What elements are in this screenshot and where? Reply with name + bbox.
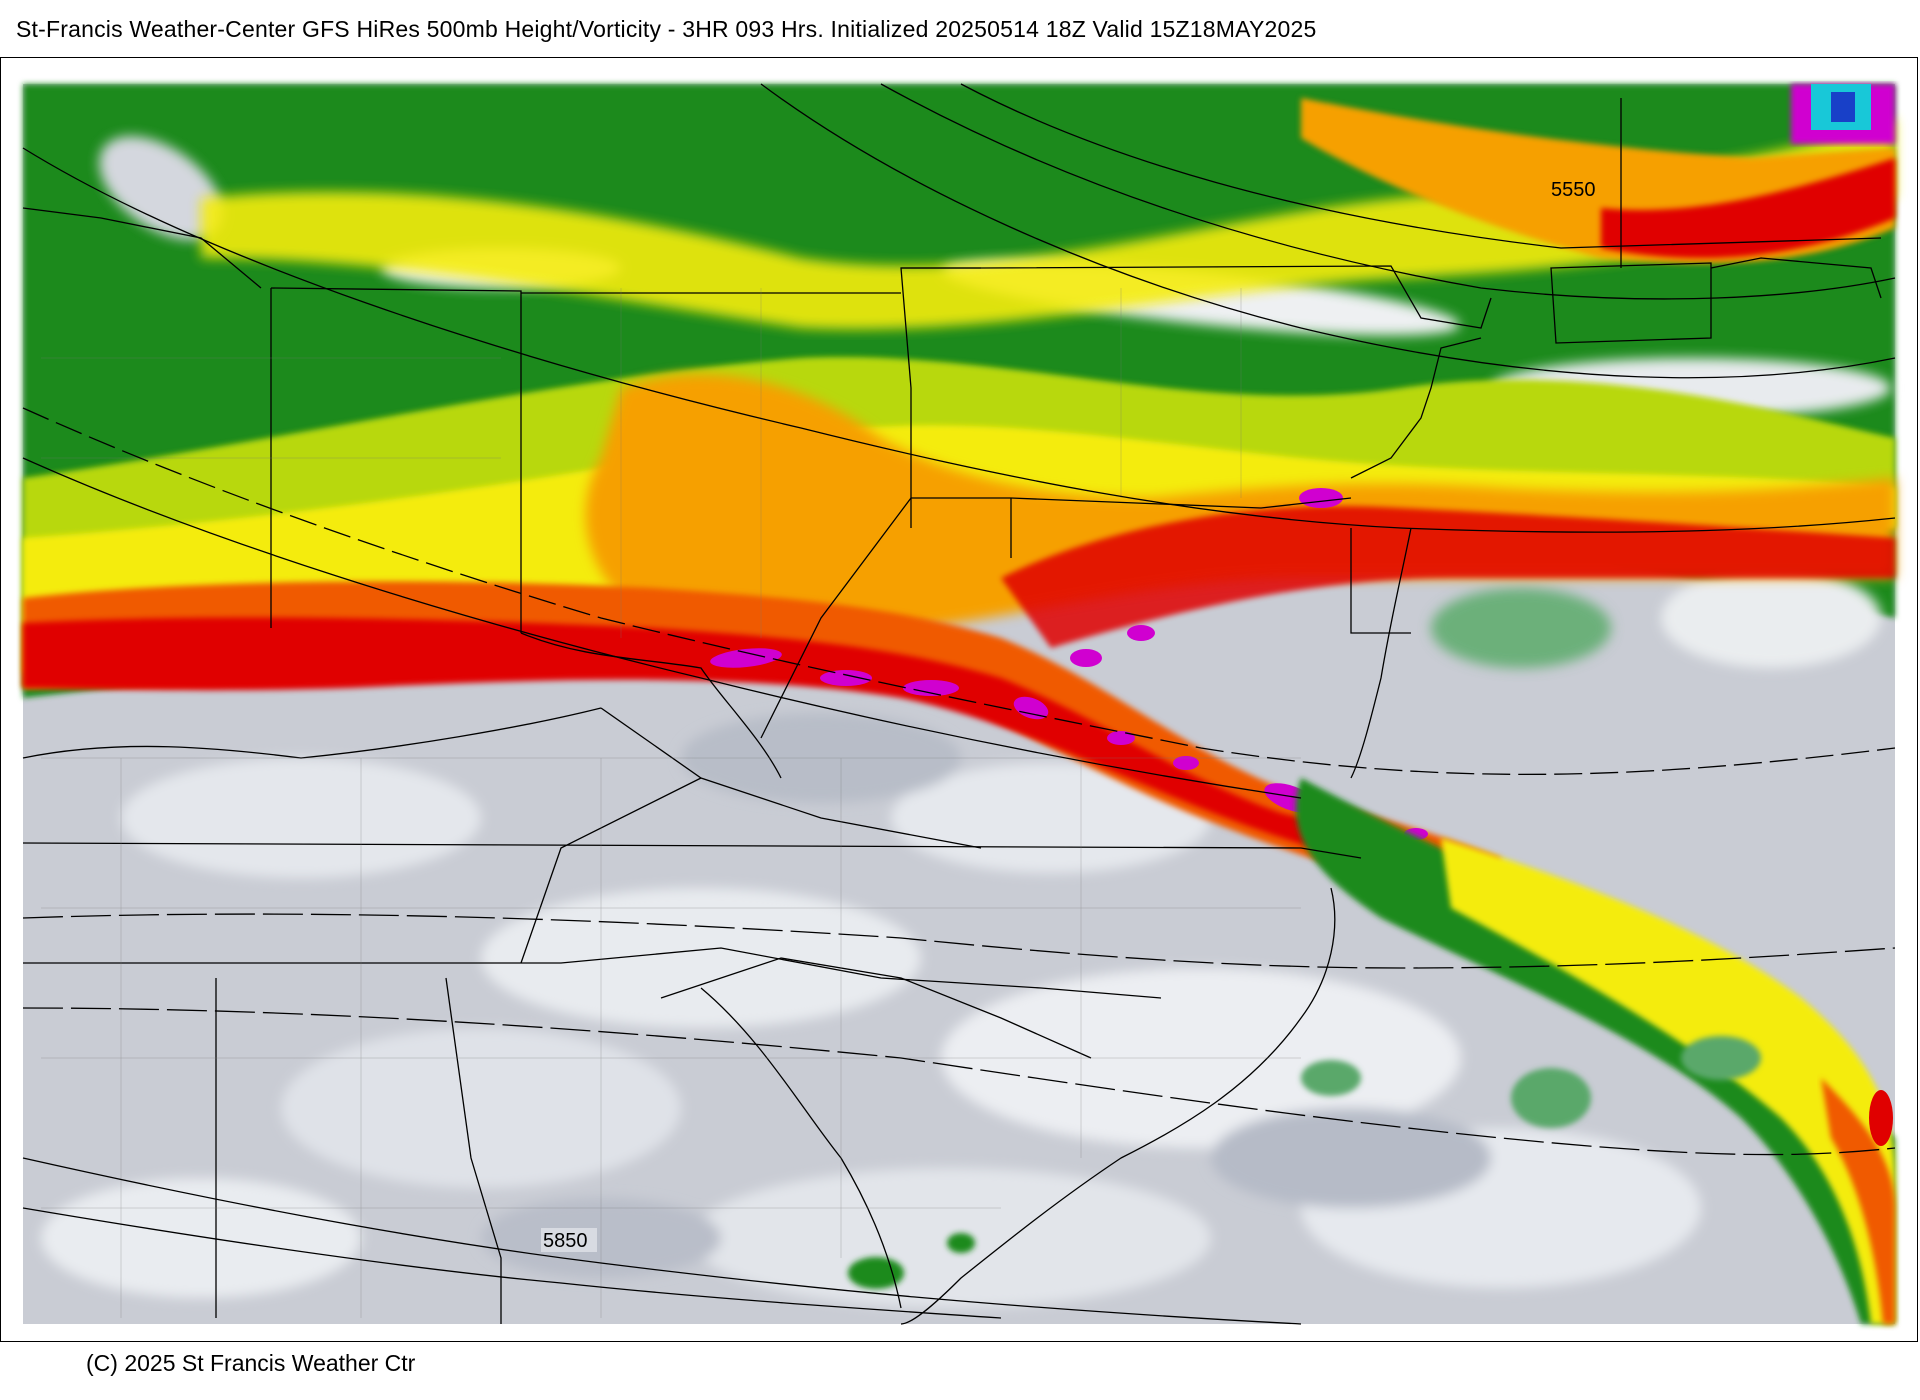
shaded-field [23, 84, 1895, 1324]
contour-label-5850: 5850 [543, 1230, 588, 1252]
county-lines [41, 288, 1301, 1318]
contour-label-5550: 5550 [1551, 179, 1596, 201]
contour-labels: 5550 5850 [541, 179, 1596, 1252]
copyright-footer: (C) 2025 St Francis Weather Ctr [86, 1350, 416, 1376]
height-contours [22, 83, 1896, 1325]
state-boundaries [22, 98, 1882, 1325]
map-frame: 5550 5850 [0, 57, 1918, 1342]
map-title: St-Francis Weather-Center GFS HiRes 500m… [16, 16, 1317, 42]
vorticity-map: 5550 5850 [22, 83, 1896, 1325]
